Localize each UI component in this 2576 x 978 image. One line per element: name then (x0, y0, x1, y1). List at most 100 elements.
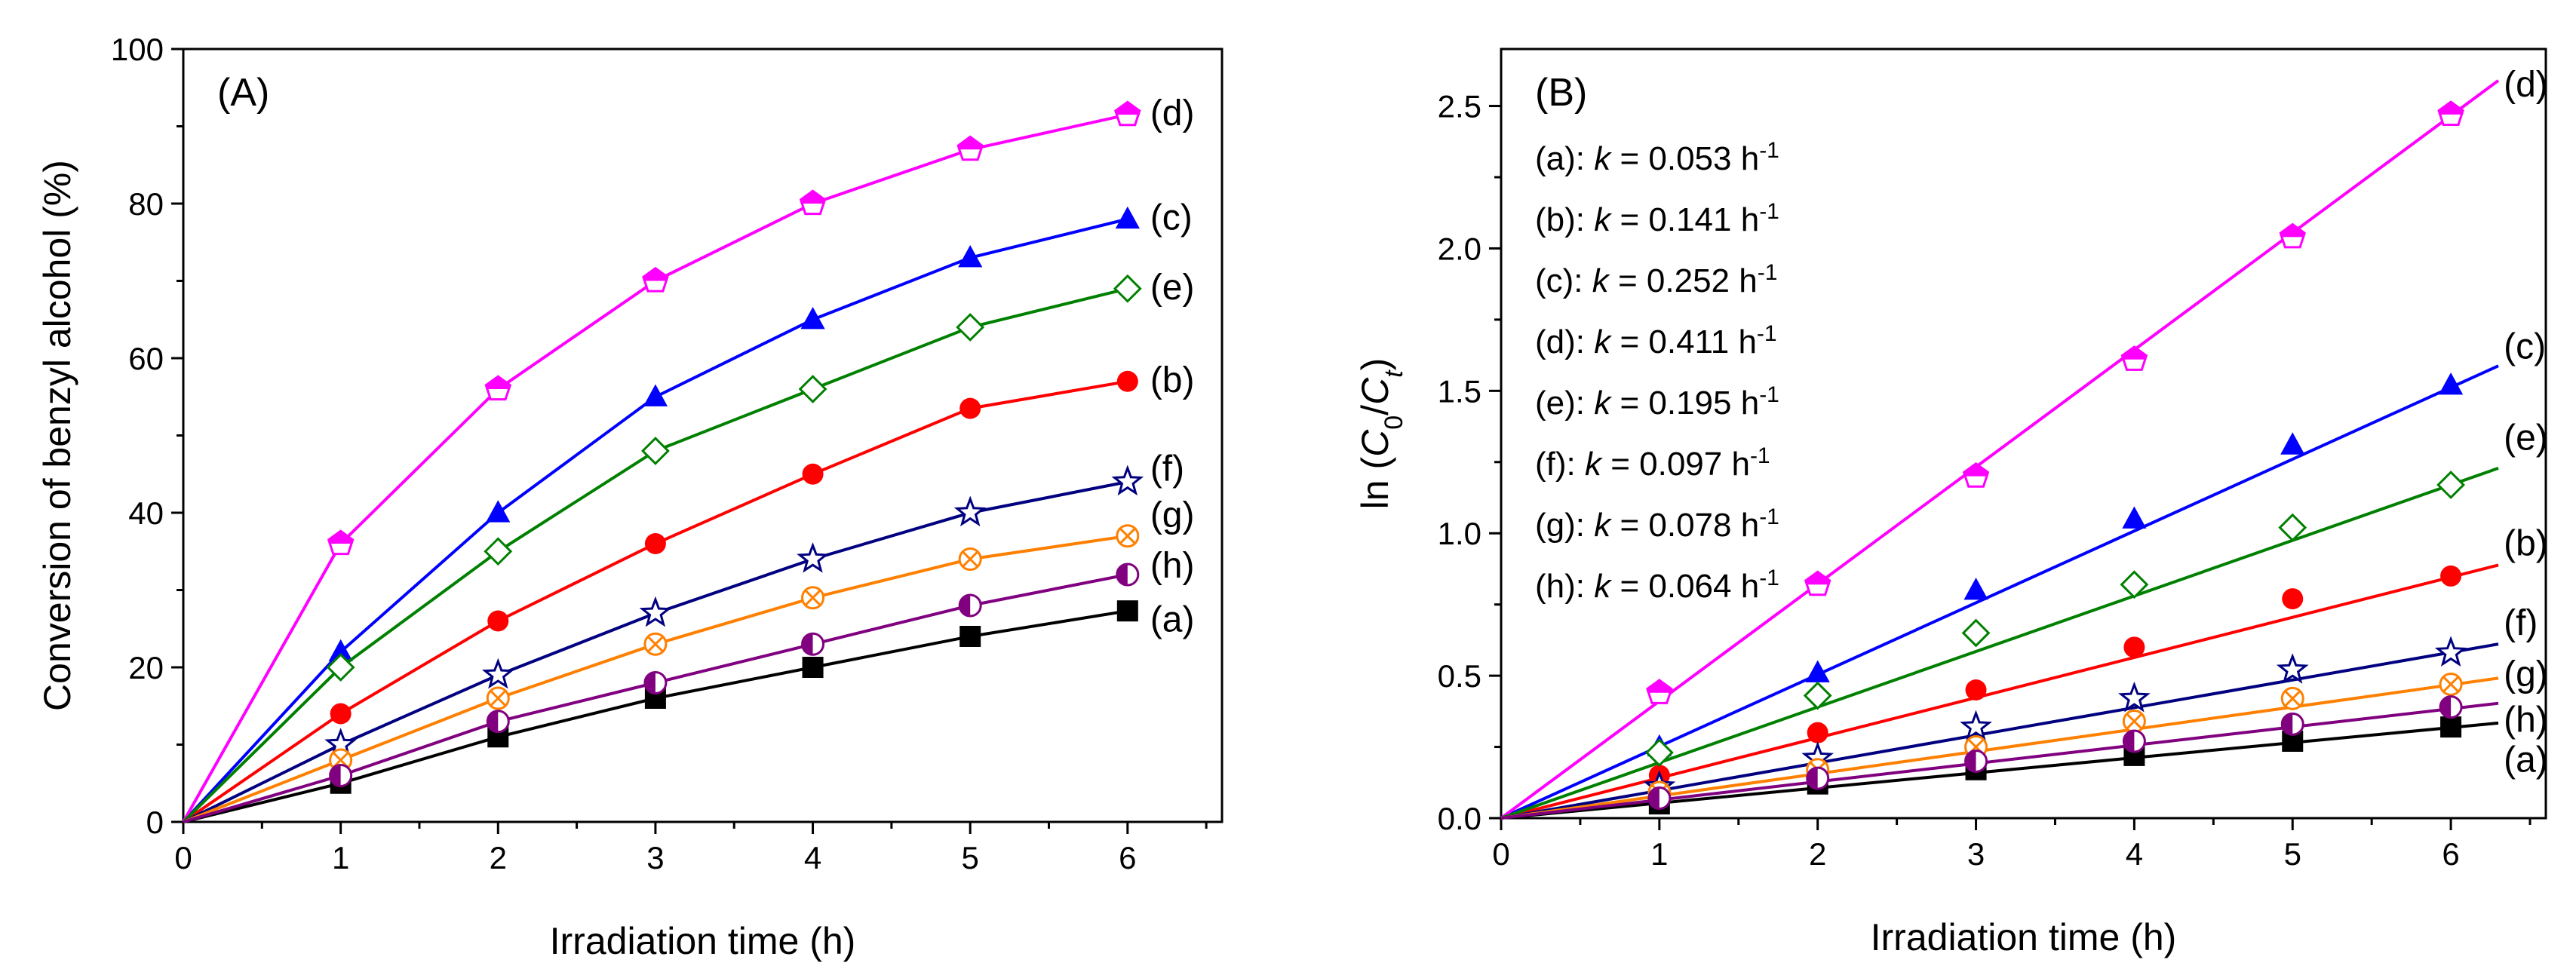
series-label: (d) (2504, 65, 2548, 105)
data-point (802, 463, 824, 485)
series-line (182, 217, 1128, 823)
data-point (640, 437, 670, 465)
data-point (1111, 464, 1144, 496)
y-tick-label: 1.5 (1438, 373, 1481, 409)
series-b: (b) (1500, 523, 2548, 820)
x-tick-label: 6 (2442, 836, 2459, 872)
data-point (326, 653, 355, 682)
data-point (1807, 722, 1828, 743)
data-point (1965, 679, 1987, 701)
data-point (2440, 716, 2462, 738)
data-point (1647, 786, 1672, 811)
data-point (797, 542, 829, 573)
data-point (1961, 618, 1991, 648)
data-point (959, 626, 981, 647)
data-point (799, 189, 827, 216)
data-point (802, 657, 824, 678)
series-label: (h) (2504, 701, 2548, 740)
annotation-value: = 0.078 h (1610, 507, 1759, 544)
series-label: (d) (1150, 94, 1195, 133)
data-point (2440, 565, 2462, 587)
annotation-prefix: (f): (1535, 446, 1585, 483)
y-tick-label: 0 (146, 805, 164, 840)
rate-constant-annotation: (c): k = 0.252 h-1 (1535, 260, 1777, 300)
annotation-value: = 0.141 h (1610, 201, 1759, 238)
series-label: (a) (1150, 600, 1195, 640)
y-axis-title: ln (C0/Ct) (1354, 358, 1408, 510)
rate-constant-annotation: (g): k = 0.078 h-1 (1535, 504, 1779, 544)
series-label: (b) (1150, 360, 1195, 400)
rate-constant-annotation: (d): k = 0.411 h-1 (1535, 321, 1777, 361)
series-label: (e) (1150, 268, 1195, 308)
series-e: (e) (1500, 418, 2548, 820)
data-point (639, 596, 672, 627)
data-point (959, 397, 981, 419)
data-point (2120, 345, 2148, 371)
annotation-exponent: -1 (1757, 321, 1777, 346)
data-point (486, 686, 510, 710)
x-tick-label: 0 (174, 840, 192, 875)
series-label: (e) (2504, 418, 2548, 458)
series-b: (b) (182, 360, 1195, 823)
rate-constant-annotation: (e): k = 0.195 h-1 (1535, 382, 1779, 422)
annotation-exponent: -1 (1759, 382, 1779, 407)
data-point (330, 703, 352, 725)
y-tick-label: 2.5 (1438, 89, 1481, 124)
data-point (2122, 729, 2146, 753)
annotation-k: k (1594, 140, 1612, 177)
data-point (1805, 660, 1830, 682)
rate-constant-annotation: (f): k = 0.097 h-1 (1535, 443, 1770, 483)
annotation-prefix: (g): (1535, 507, 1594, 544)
data-point (1116, 524, 1140, 548)
annotation-value: = 0.097 h (1601, 446, 1750, 483)
y-tick-label: 80 (128, 186, 164, 222)
annotation-k: k (1592, 262, 1610, 299)
y-axis-title-part: C (1354, 377, 1396, 405)
data-point (644, 533, 666, 554)
x-tick-label: 5 (962, 840, 979, 875)
data-point (958, 593, 982, 618)
series-label: (f) (2504, 603, 2538, 643)
x-tick-label: 6 (1119, 840, 1136, 875)
series-d: (d) (1500, 65, 2548, 820)
series-f: (f) (183, 449, 1184, 823)
y-tick-label: 20 (128, 650, 164, 685)
y-axis-title: Conversion of benzyl alcohol (%) (36, 160, 78, 711)
data-point (1113, 274, 1142, 303)
data-point (2122, 710, 2146, 734)
series-h: (h) (1500, 695, 2548, 820)
data-point (1964, 749, 1988, 773)
data-point (487, 610, 509, 632)
annotation-exponent: -1 (1759, 566, 1779, 590)
y-axis-title-part: / (1354, 405, 1396, 415)
data-point (801, 632, 825, 656)
panel-b: 0 1 2 3 4 5 6 0.0 0.5 1.0 1.5 2.0 2.5 Irradiation tim… (1354, 48, 2548, 958)
y-tick-label: 100 (111, 32, 164, 67)
data-point (481, 658, 514, 689)
series-label: (f) (1150, 449, 1184, 489)
rate-constant-annotation: (b): k = 0.141 h-1 (1535, 199, 1779, 239)
data-point (2437, 100, 2464, 126)
data-point (1962, 462, 1990, 488)
data-point (643, 384, 668, 406)
annotation-exponent: -1 (1750, 443, 1770, 468)
data-point (1963, 577, 1988, 600)
data-point (1114, 100, 1141, 127)
annotation-exponent: -1 (1759, 504, 1779, 529)
annotation-value: = 0.195 h (1610, 385, 1759, 422)
data-point (2439, 672, 2463, 696)
series-label: (c) (1150, 198, 1193, 238)
data-point (953, 495, 987, 527)
data-point (2120, 570, 2149, 599)
x-tick-label: 2 (490, 840, 507, 875)
data-point (956, 135, 984, 161)
data-point (484, 537, 513, 566)
data-point (2280, 712, 2304, 736)
data-point (328, 639, 353, 662)
annotation-exponent: -1 (1759, 199, 1779, 224)
annotation-value: = 0.053 h (1610, 140, 1759, 177)
y-tick-label: 2.0 (1438, 231, 1481, 266)
x-tick-label: 5 (2284, 836, 2301, 872)
data-point (486, 500, 511, 523)
